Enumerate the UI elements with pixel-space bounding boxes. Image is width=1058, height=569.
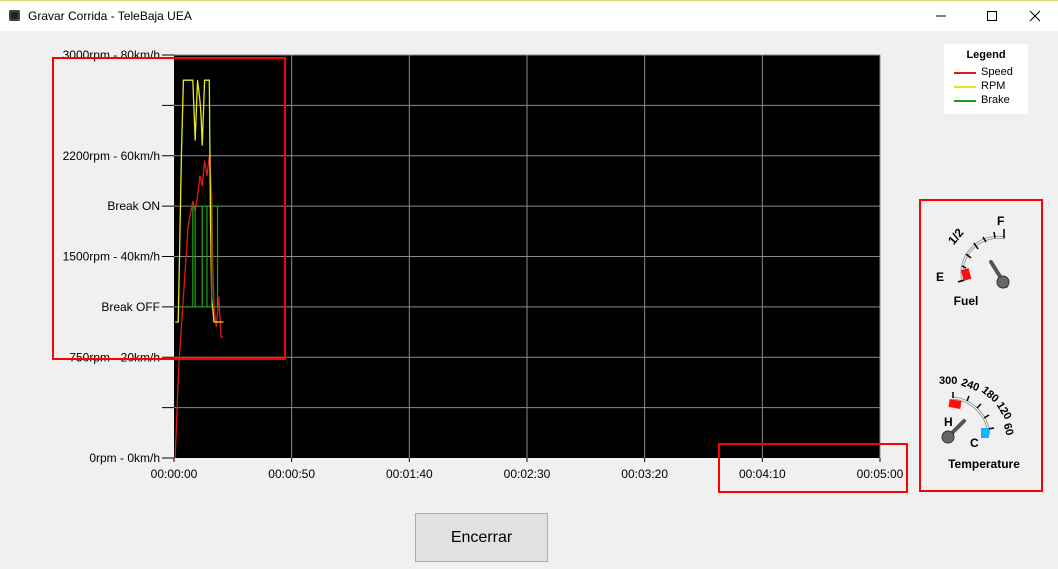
temperature-needle-hub bbox=[941, 430, 955, 444]
series-line-rpm bbox=[175, 79, 224, 323]
telemetry-chart: 00:00:00 00:00:50 00:01:40 00:02:30 00:03:20… bbox=[63, 48, 904, 481]
y-tick-label: 2200rpm - 60km/h bbox=[63, 149, 160, 163]
fuel-needle-hub bbox=[996, 275, 1010, 289]
x-tick-label: 00:00:50 bbox=[268, 467, 315, 481]
chart-ticks: 00:00:00 00:00:50 00:01:40 00:02:30 00:03:20… bbox=[63, 48, 904, 481]
legend-title: Legend bbox=[966, 49, 1006, 61]
fuel-low-marker bbox=[960, 268, 972, 281]
fuel-label-empty: E bbox=[936, 270, 944, 284]
close-button[interactable] bbox=[1012, 1, 1058, 31]
app-icon bbox=[9, 10, 20, 21]
legend-item-rpm: RPM bbox=[954, 80, 1028, 94]
x-tick-label: 00:00:00 bbox=[151, 467, 198, 481]
minimize-button[interactable] bbox=[918, 1, 964, 31]
y-tick-label: Break ON bbox=[107, 199, 160, 213]
x-tick-label: 00:04:10 bbox=[739, 467, 786, 481]
legend-label-rpm: RPM bbox=[981, 80, 1006, 92]
title-bar: Gravar Corrida - TeleBaja UEA bbox=[0, 0, 1058, 31]
legend-item-speed: Speed bbox=[954, 66, 1028, 80]
temperature-gauge-ticks bbox=[952, 392, 995, 430]
highlight-box-x-axis-end bbox=[718, 443, 908, 493]
temperature-label-hot: H bbox=[944, 415, 953, 429]
legend-label-brake: Brake bbox=[981, 94, 1010, 106]
temperature-hot-marker bbox=[948, 399, 962, 409]
temperature-scale-300: 300 bbox=[939, 375, 957, 387]
y-tick-label: 1500rpm - 40km/h bbox=[63, 250, 160, 264]
y-tick-label: 750rpm - 20km/h bbox=[69, 350, 160, 364]
legend-swatch-brake bbox=[954, 100, 976, 102]
maximize-icon bbox=[987, 11, 997, 21]
x-tick-label: 00:03:20 bbox=[621, 467, 668, 481]
highlight-box-y-axis bbox=[52, 57, 286, 360]
y-tick-label: 0rpm - 0km/h bbox=[89, 451, 160, 465]
x-tick-label: 00:02:30 bbox=[504, 467, 551, 481]
y-tick-label: Break OFF bbox=[101, 300, 160, 314]
end-button[interactable]: Encerrar bbox=[415, 513, 548, 562]
minimize-icon bbox=[936, 15, 946, 17]
chart-legend: Legend Speed RPM Brake bbox=[944, 44, 1028, 114]
temperature-label-cold: C bbox=[970, 436, 979, 450]
legend-item-brake: Brake bbox=[954, 94, 1028, 108]
temperature-scale-60: 60 bbox=[1001, 422, 1016, 437]
legend-swatch-rpm bbox=[954, 86, 976, 88]
chart-series bbox=[174, 79, 224, 459]
fuel-gauge-title: Fuel bbox=[953, 294, 979, 308]
x-tick-label: 00:01:40 bbox=[386, 467, 433, 481]
temperature-cold-marker bbox=[981, 428, 989, 438]
highlight-box-gauges bbox=[919, 199, 1043, 492]
gauges-panel: E 1/2 F Fuel 300 240 180 120 60 H C Temp… bbox=[919, 199, 1043, 491]
fuel-gauge-icon: E 1/2 F bbox=[936, 214, 1010, 289]
temperature-gauge-title: Temperature bbox=[948, 457, 1020, 471]
temperature-scale-240: 240 bbox=[959, 377, 980, 395]
series-line-brake bbox=[178, 205, 220, 308]
legend-label-speed: Speed bbox=[981, 66, 1013, 78]
legend-swatch-speed bbox=[954, 72, 976, 74]
close-icon bbox=[1029, 10, 1041, 22]
fuel-gauge-ticks bbox=[957, 229, 1005, 283]
x-tick-label: 00:05:00 bbox=[857, 467, 904, 481]
window-title: Gravar Corrida - TeleBaja UEA bbox=[28, 9, 192, 23]
temperature-gauge-icon: 300 240 180 120 60 H C bbox=[939, 375, 1016, 450]
fuel-label-full: F bbox=[997, 214, 1004, 228]
series-line-speed bbox=[174, 155, 224, 459]
chart-grid bbox=[174, 54, 881, 458]
maximize-button[interactable] bbox=[969, 1, 1015, 31]
